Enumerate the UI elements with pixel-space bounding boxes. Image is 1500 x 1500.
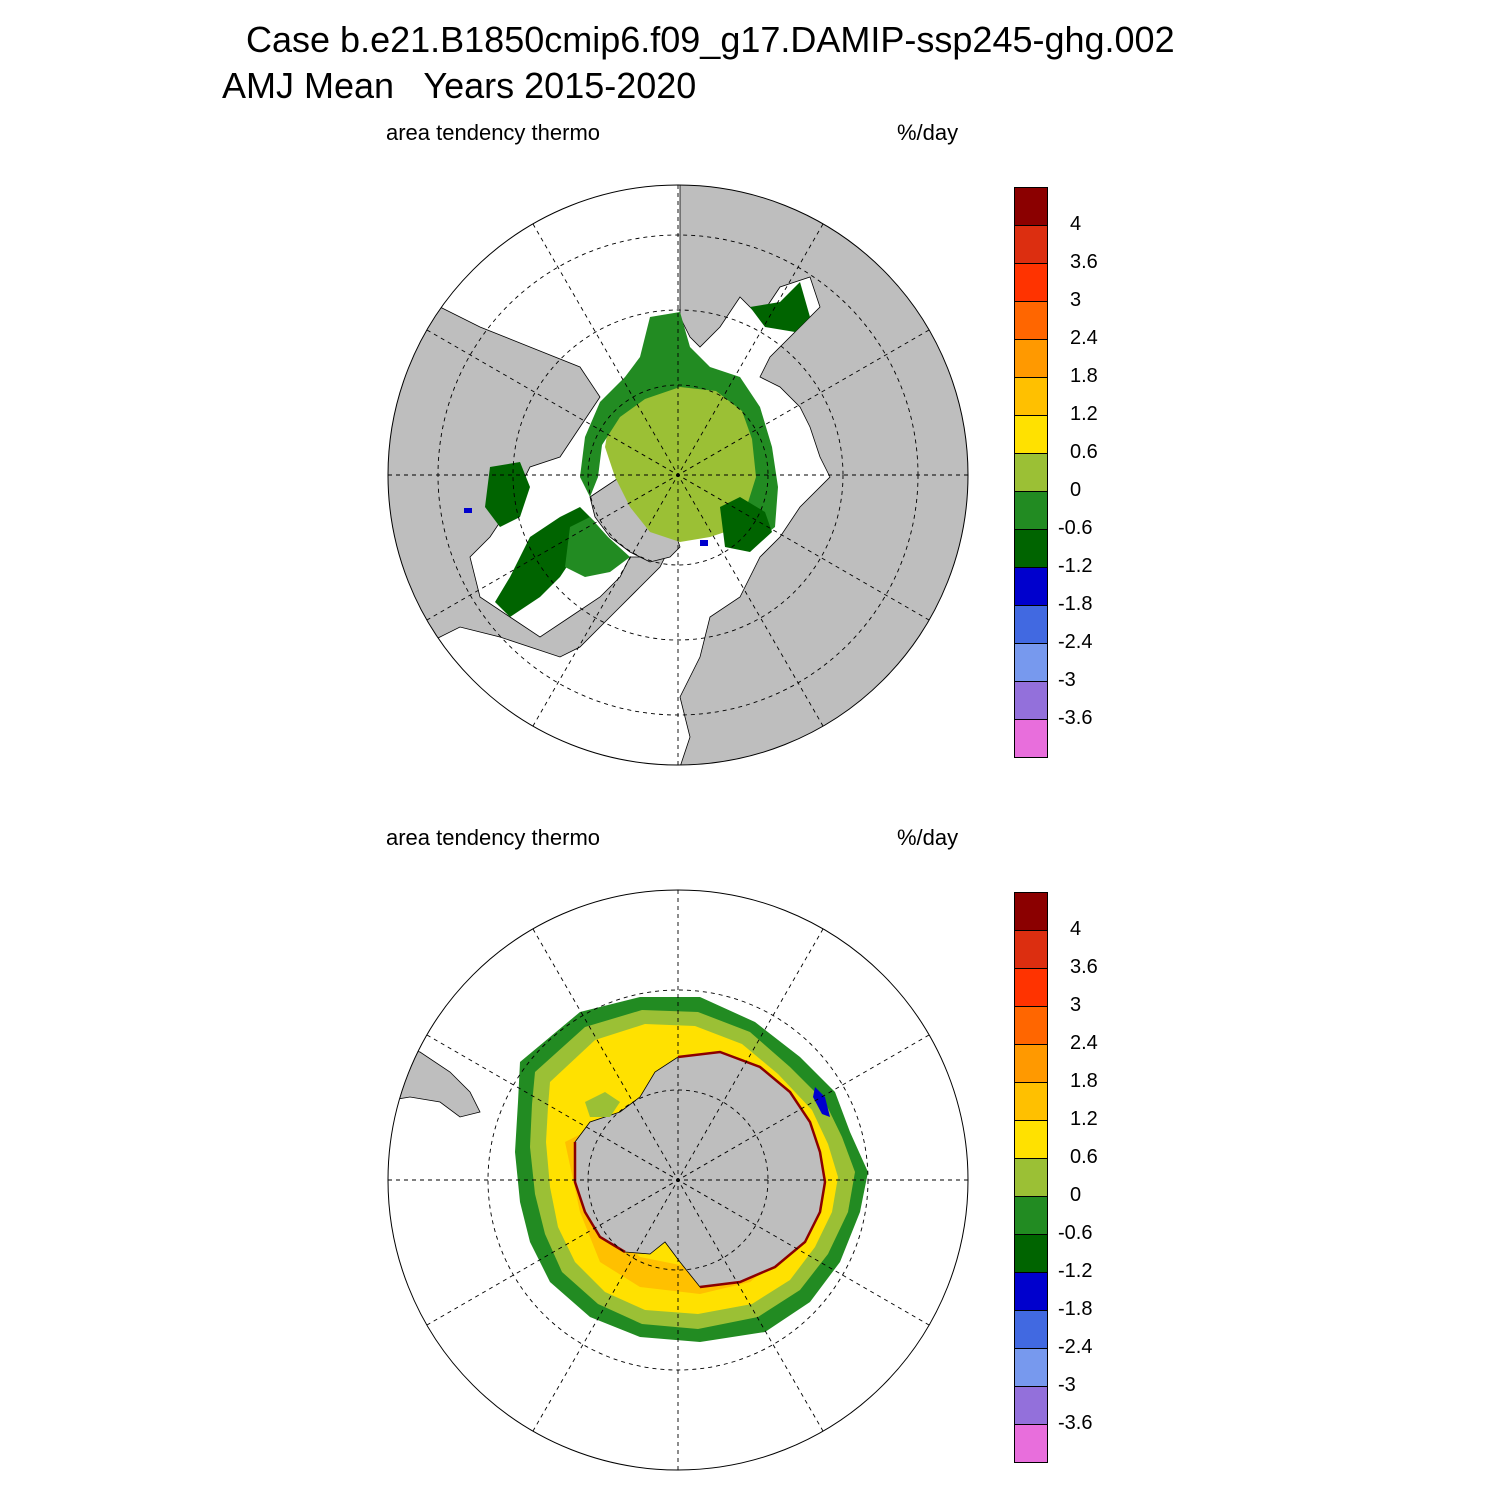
nh-ice-barents (720, 497, 772, 552)
sh-colorbar-box (1014, 1082, 1048, 1121)
sh-left-label: area tendency thermo (386, 825, 601, 850)
sh-colorbar-box (1014, 968, 1048, 1007)
sh-colorbar-box (1014, 1424, 1048, 1463)
sh-colorbar-box (1014, 1272, 1048, 1311)
sh-right-label: %/day (897, 825, 959, 850)
sh-colorbar-tick-label: 1.2 (1070, 1108, 1098, 1130)
nh-ice-hudson (485, 462, 530, 527)
nh-ice-blue-patch-2 (464, 508, 472, 513)
nh-colorbar-tick-label: 2.4 (1070, 327, 1098, 349)
nh-colorbar-tick-label: -3 (1058, 669, 1076, 691)
nh-colorbar-tick-label: 0.6 (1070, 441, 1098, 463)
sh-colorbar-box (1014, 1234, 1048, 1273)
nh-colorbar-box (1014, 377, 1048, 416)
sh-colorbar-tick-label: 3 (1070, 994, 1082, 1016)
nh-colorbar-box (1014, 605, 1048, 644)
title-line-1: Case b.e21.B1850cmip6.f09_g17.DAMIP-ssp2… (246, 19, 1175, 60)
nh-colorbar-tick-label: -0.6 (1058, 517, 1093, 539)
sh-colorbar-tick-label: -3.6 (1058, 1412, 1093, 1434)
sh-colorbar-tick-label: -2.4 (1058, 1336, 1093, 1358)
nh-colorbar-tick-label: -1.8 (1058, 593, 1093, 615)
sh-colorbar-box (1014, 1044, 1048, 1083)
nh-colorbar-tick-label: -3.6 (1058, 707, 1093, 729)
nh-colorbar-box (1014, 225, 1048, 264)
sh-colorbar-box (1014, 1120, 1048, 1159)
nh-colorbar-box (1014, 681, 1048, 720)
nh-colorbar-box (1014, 187, 1048, 226)
nh-right-label: %/day (897, 120, 959, 145)
title-line-2: AMJ Mean Years 2015-2020 (222, 65, 697, 106)
nh-colorbar-box (1014, 453, 1048, 492)
nh-colorbar-tick-label: 1.8 (1070, 365, 1098, 387)
sh-colorbar-tick-label: 1.8 (1070, 1070, 1098, 1092)
sh-colorbar: 4 3.6 3 2.4 1.8 1.2 0.6 0 -0.6 -1.2 -1.8 -2.4 -3 -3.6 (1014, 892, 1098, 1463)
sh-colorbar-tick-label: -0.6 (1058, 1222, 1093, 1244)
nh-colorbar-tick-label: -1.2 (1058, 555, 1093, 577)
sh-colorbar-tick-label: -3 (1058, 1374, 1076, 1396)
nh-colorbar: 4 3.6 3 2.4 1.8 1.2 0.6 0 -0.6 -1.2 -1.8 -2.4 -3 -3.6 (1014, 187, 1098, 758)
sh-ice-weddell-patch (585, 1092, 620, 1117)
nh-colorbar-tick-label: -2.4 (1058, 631, 1093, 653)
sh-colorbar-box (1014, 1006, 1048, 1045)
sh-colorbar-tick-label: 0 (1070, 1184, 1082, 1206)
sh-colorbar-box (1014, 1196, 1048, 1235)
sh-colorbar-box (1014, 930, 1048, 969)
sh-colorbar-tick-label: -1.2 (1058, 1260, 1093, 1282)
sh-colorbar-box (1014, 892, 1048, 931)
nh-land-eurasia (679, 185, 968, 765)
sh-colorbar-tick-label: -1.8 (1058, 1298, 1093, 1320)
nh-colorbar-box (1014, 339, 1048, 378)
nh-left-label: area tendency thermo (386, 120, 601, 145)
nh-colorbar-box (1014, 263, 1048, 302)
nh-colorbar-box (1014, 643, 1048, 682)
sh-colorbar-box (1014, 1386, 1048, 1425)
sh-colorbar-tick-label: 2.4 (1070, 1032, 1098, 1054)
sh-colorbar-box (1014, 1348, 1048, 1387)
sh-colorbar-box (1014, 1310, 1048, 1349)
nh-ice-okhotsk (750, 282, 810, 332)
nh-colorbar-tick-label: 3.6 (1070, 251, 1098, 273)
sh-ice-fringe (573, 1050, 827, 1289)
nh-colorbar-box (1014, 301, 1048, 340)
nh-colorbar-tick-label: 3 (1070, 289, 1082, 311)
nh-colorbar-box (1014, 567, 1048, 606)
sh-colorbar-tick-label: 0.6 (1070, 1146, 1098, 1168)
sh-ice-blue-patch (813, 1087, 830, 1117)
nh-colorbar-tick-label: 1.2 (1070, 403, 1098, 425)
sh-colorbar-tick-label: 4 (1070, 918, 1082, 940)
nh-ice-labrador-edge (565, 517, 630, 577)
nh-colorbar-tick-label: 0 (1070, 479, 1082, 501)
nh-colorbar-box (1014, 719, 1048, 758)
nh-ice-blue-patch-1 (700, 540, 708, 546)
sh-polar-map (387, 889, 969, 1471)
nh-colorbar-tick-label: 4 (1070, 213, 1082, 235)
nh-polar-map (387, 184, 969, 766)
nh-colorbar-box (1014, 415, 1048, 454)
sh-colorbar-tick-label: 3.6 (1070, 956, 1098, 978)
nh-colorbar-box (1014, 491, 1048, 530)
sh-colorbar-box (1014, 1158, 1048, 1197)
nh-colorbar-box (1014, 529, 1048, 568)
